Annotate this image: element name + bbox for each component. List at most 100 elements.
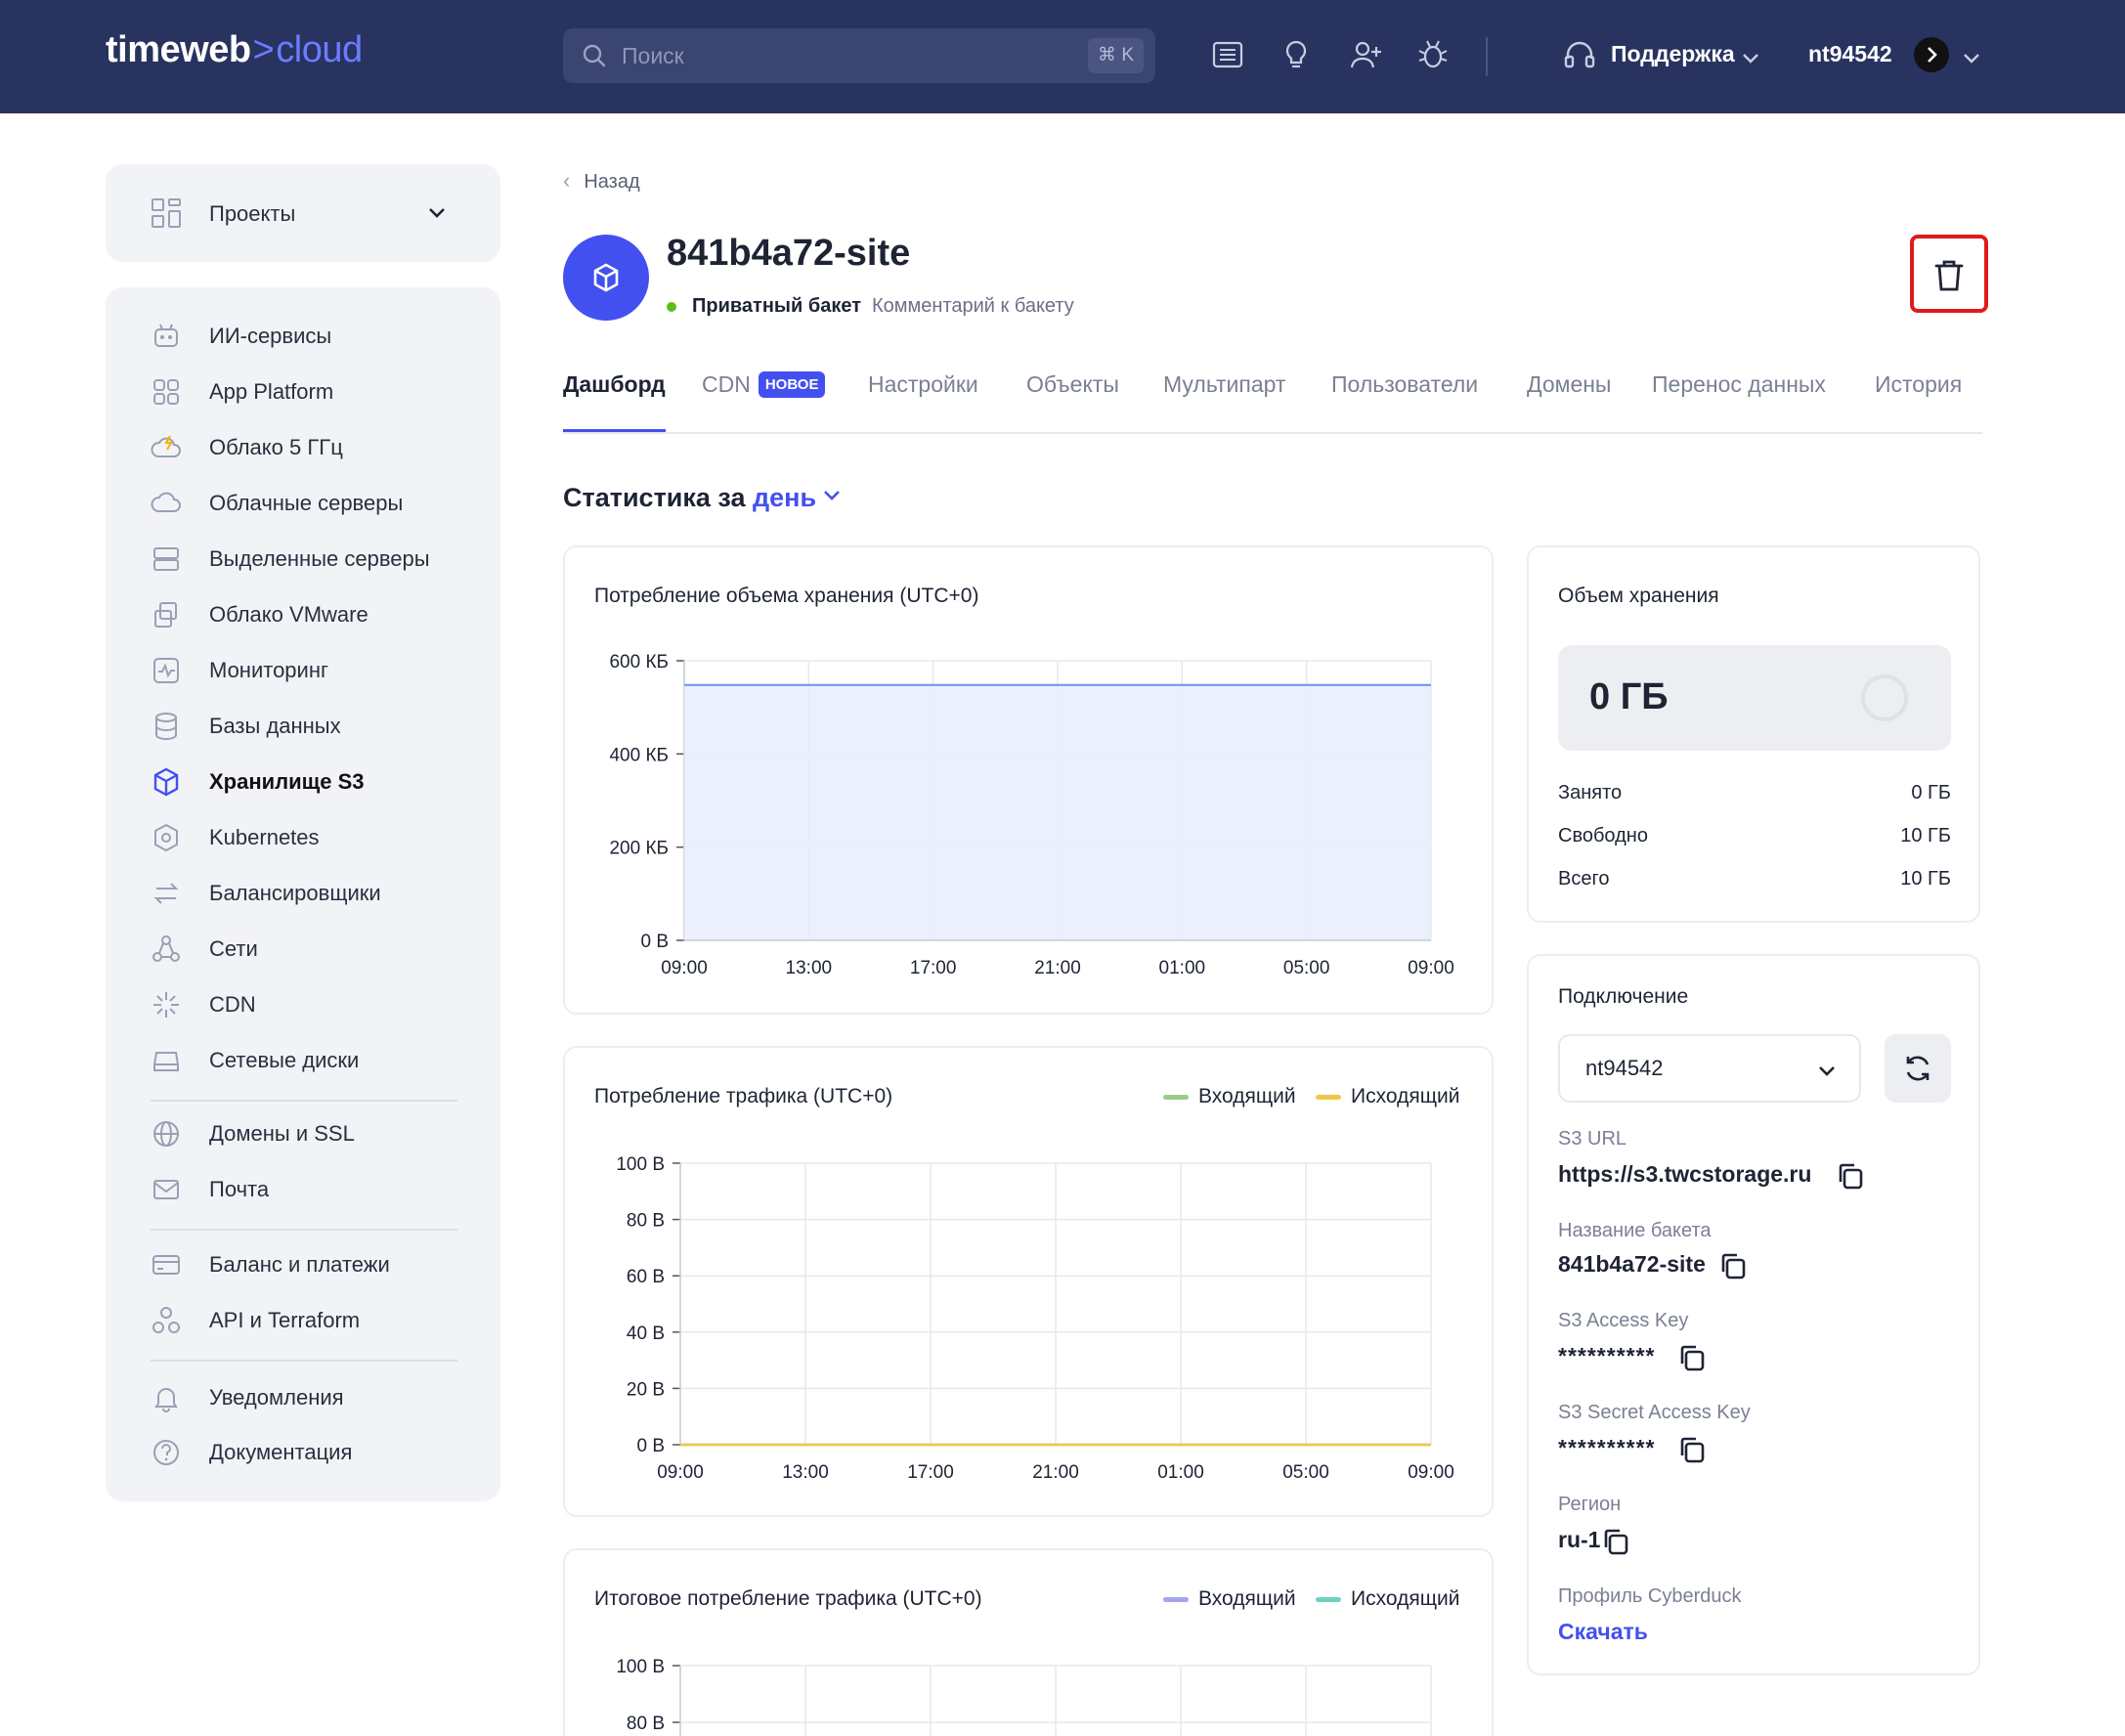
copy-icon[interactable] [1601, 1527, 1630, 1556]
refresh-icon [1906, 1056, 1930, 1081]
sidebar-item-label: API и Terraform [209, 1308, 361, 1332]
logo[interactable]: timeweb>cloud [106, 29, 363, 70]
delete-bucket-button[interactable] [1910, 235, 1988, 313]
sidebar-item[interactable]: Облачные серверы [151, 484, 483, 523]
sidebar-item-label: Сетевые диски [209, 1048, 360, 1072]
sidebar-item-label: Хранилище S3 [209, 769, 365, 794]
mail-icon [153, 1180, 179, 1199]
chevron-down-icon[interactable] [822, 485, 842, 504]
region-value: ru-1 [1558, 1527, 1601, 1552]
sidebar-item[interactable]: Сетевые диски [151, 1041, 483, 1080]
tab-settings[interactable]: Настройки [868, 371, 978, 397]
sidebar-item[interactable]: Kubernetes [151, 818, 483, 857]
sidebar-item[interactable]: Облако VMware [151, 595, 483, 634]
sidebar-item[interactable]: App Platform [151, 372, 483, 412]
chevron-down-icon[interactable] [1740, 47, 1761, 68]
period-selector[interactable]: день [753, 483, 817, 512]
tab-dashboard[interactable]: Дашборд [563, 371, 666, 432]
storage-area-fill [684, 684, 1431, 940]
sidebar-item[interactable]: API и Terraform [151, 1301, 483, 1340]
bug-icon[interactable] [1415, 37, 1451, 72]
add-user-icon[interactable] [1349, 37, 1384, 72]
tab-domains[interactable]: Домены [1527, 371, 1612, 397]
x-tick-label: 09:00 [657, 1462, 704, 1483]
user-avatar[interactable] [1914, 37, 1949, 72]
x-tick-label: 21:00 [1032, 1462, 1079, 1483]
sidebar-item[interactable]: Уведомления [151, 1378, 483, 1417]
sidebar-item[interactable]: Базы данных [151, 707, 483, 746]
sidebar-item[interactable]: Домены и SSL [151, 1114, 483, 1153]
copy-icon[interactable] [1718, 1251, 1748, 1280]
usage-ring [1861, 674, 1908, 721]
sidebar-item[interactable]: Хранилище S3 [151, 762, 483, 802]
bucket-comment[interactable]: Комментарий к бакету [872, 295, 1074, 317]
help-icon [153, 1440, 179, 1465]
chevron-down-icon [429, 208, 445, 218]
tab-cdn[interactable]: CDN НОВОЕ [702, 371, 826, 432]
sidebar-item-label: Уведомления [209, 1385, 344, 1410]
cloud-icon [151, 492, 181, 512]
chart-title: Потребление объема хранения (UTC+0) [594, 585, 979, 607]
s3-cube-icon [153, 767, 179, 797]
storage-chart-svg: 0 B 200 КБ 400 КБ 600 КБ 09:00 13:00 17:00 21:0… [609, 652, 1453, 978]
support-menu[interactable]: Поддержка [1611, 41, 1735, 66]
user-menu[interactable]: nt94542 [1808, 41, 1892, 66]
sidebar-item-label: App Platform [209, 379, 334, 404]
search-box[interactable]: Поиск ⌘ K [563, 28, 1155, 83]
cloud-bolt-icon [151, 435, 181, 457]
refresh-button[interactable] [1885, 1034, 1951, 1103]
sidebar-divider [151, 1360, 457, 1362]
storage-row-free: Свободно 10 ГБ [1558, 825, 1951, 846]
x-tick-label: 01:00 [1159, 958, 1206, 978]
sidebar-item[interactable]: Балансировщики [151, 874, 483, 913]
download-link[interactable]: Скачать [1558, 1619, 1648, 1644]
tab-users[interactable]: Пользователи [1331, 371, 1479, 397]
sidebar-item[interactable]: Документация [151, 1433, 483, 1472]
y-tick-label: 40 B [627, 1324, 665, 1344]
sidebar-item[interactable]: CDN [151, 985, 483, 1024]
sidebar-divider [151, 1229, 457, 1231]
legend-incoming: Входящий [1163, 1085, 1296, 1108]
tab-data-transfer[interactable]: Перенос данных [1652, 371, 1826, 397]
y-tick-label: 80 B [627, 1211, 665, 1232]
copy-icon[interactable] [1677, 1435, 1707, 1464]
y-tick-label: 60 B [627, 1267, 665, 1287]
copy-icon[interactable] [1836, 1161, 1865, 1191]
sidebar-item[interactable]: Сети [151, 930, 483, 969]
disk-icon [153, 1052, 179, 1071]
y-tick-label: 0 B [636, 1436, 665, 1456]
bucket-avatar [563, 235, 649, 321]
s3-url-label: S3 URL [1558, 1128, 1627, 1150]
x-tick-label: 13:00 [786, 958, 833, 978]
api-icon [152, 1307, 180, 1333]
news-icon[interactable] [1210, 37, 1245, 72]
copy-icon[interactable] [1677, 1343, 1707, 1372]
back-link[interactable]: ‹ Назад [563, 168, 640, 193]
tab-history[interactable]: История [1875, 371, 1963, 397]
tab-objects[interactable]: Объекты [1026, 371, 1119, 397]
x-tick-label: 09:00 [661, 958, 708, 978]
sidebar-item-label: ИИ-сервисы [209, 324, 332, 348]
new-badge: НОВОЕ [758, 371, 826, 398]
page-title: 841b4a72-site [667, 233, 911, 274]
card-icon [152, 1255, 180, 1275]
sidebar-item[interactable]: Мониторинг [151, 651, 483, 690]
header-divider [1486, 37, 1488, 76]
cyberduck-label: Профиль Cyberduck [1558, 1585, 1742, 1607]
sidebar-item[interactable]: Облако 5 ГГц [151, 428, 483, 467]
sidebar-item[interactable]: Выделенные серверы [151, 540, 483, 579]
storage-panel: Объем хранения 0 ГБ Занято 0 ГБ Свободно 1… [1527, 545, 1980, 923]
storage-usage-chart: Потребление объема хранения (UTC+0) 0 B 2… [563, 545, 1494, 1015]
sidebar-item[interactable]: Почта [151, 1170, 483, 1209]
monitoring-icon [153, 658, 179, 683]
user-select[interactable]: nt94542 [1558, 1034, 1861, 1103]
balancer-icon [153, 883, 179, 904]
sidebar-item[interactable]: ИИ-сервисы [151, 317, 483, 356]
storage-value: 0 ГБ [1589, 676, 1669, 717]
sidebar-item[interactable]: Баланс и платежи [151, 1245, 483, 1284]
idea-icon[interactable] [1279, 37, 1314, 72]
y-tick-label: 600 КБ [609, 652, 669, 673]
chevron-down-icon[interactable] [1961, 47, 1982, 68]
tab-multipart[interactable]: Мультипарт [1163, 371, 1286, 397]
projects-selector[interactable]: Проекты [106, 164, 500, 262]
